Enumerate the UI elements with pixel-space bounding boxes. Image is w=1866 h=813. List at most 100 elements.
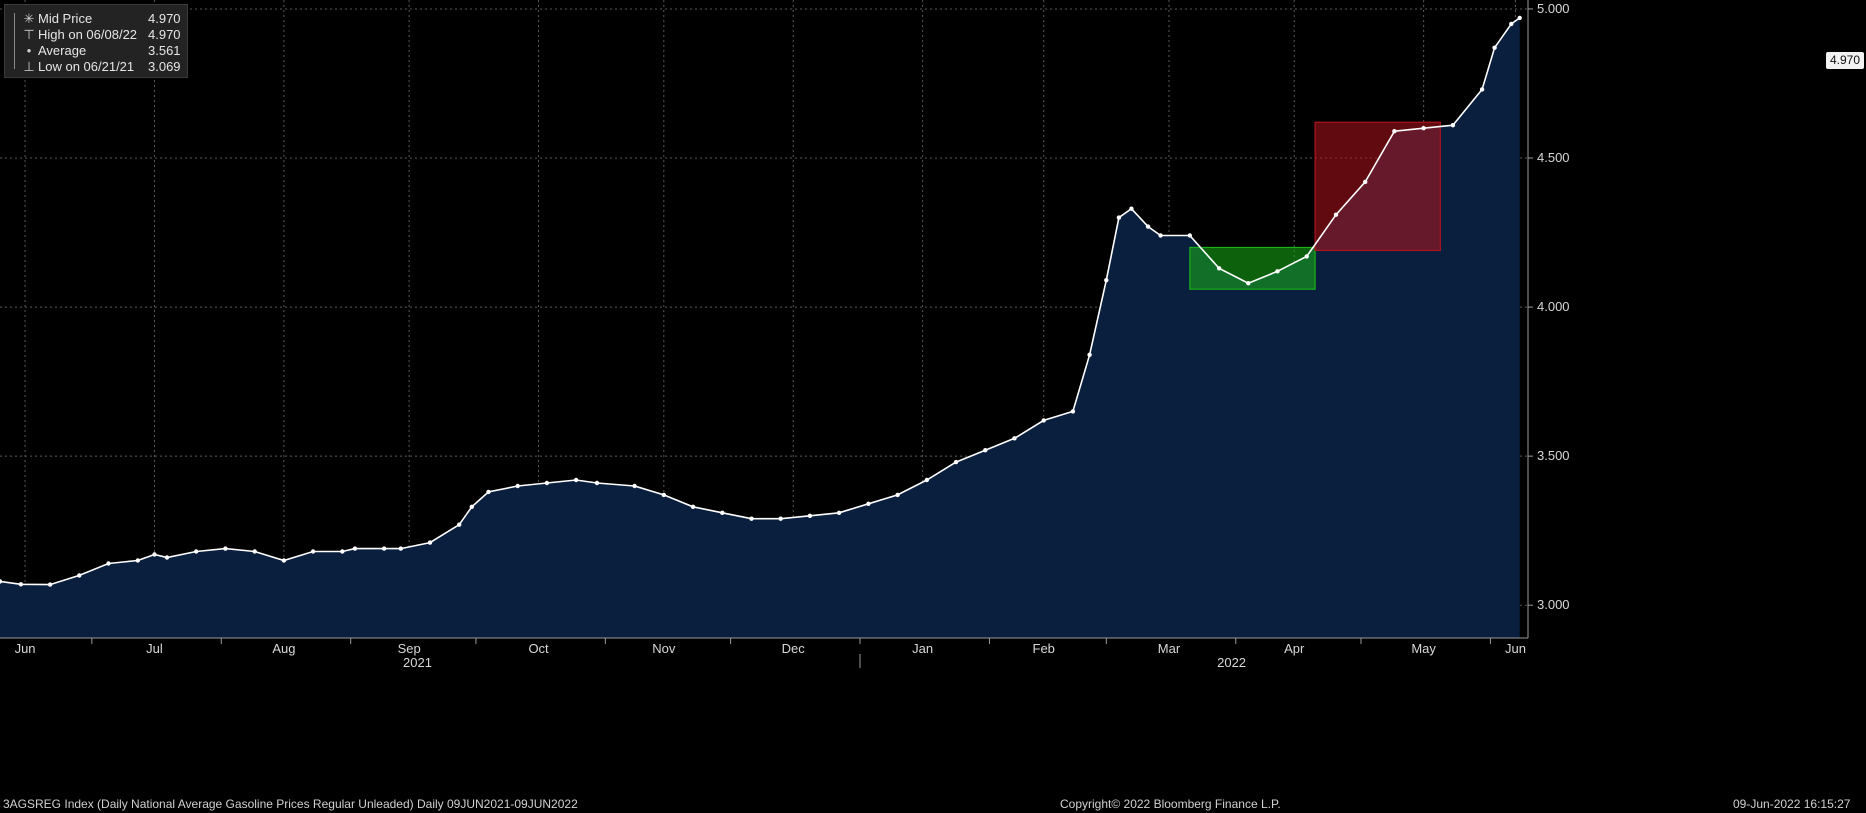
price-data-point: [281, 558, 287, 563]
price-data-point: [0, 579, 3, 584]
x-tick-label: May: [1411, 641, 1436, 656]
legend-value: 3.069: [148, 59, 181, 74]
price-data-point: [1450, 123, 1456, 128]
legend-item-low: ⊥ Low on 06/21/21 3.069: [5, 59, 187, 75]
price-data-point: [632, 483, 637, 489]
x-tick-label: Jun: [15, 641, 36, 656]
price-data-point: [223, 546, 228, 551]
price-data-point: [1479, 87, 1485, 92]
price-data-point: [749, 516, 754, 521]
price-data-point: [1041, 418, 1046, 423]
price-data-point: [1158, 233, 1163, 238]
price-data-point: [252, 549, 257, 554]
x-tick-label: Dec: [782, 641, 806, 656]
price-data-point: [1012, 436, 1017, 441]
price-data-point: [427, 540, 433, 545]
x-tick-label: Apr: [1284, 641, 1305, 656]
y-tick-label: 4.500: [1537, 150, 1570, 165]
highlight-boxes: [1189, 121, 1441, 290]
price-data-point: [515, 483, 520, 489]
price-data-point: [690, 504, 696, 509]
price-data-point: [1392, 129, 1397, 134]
price-data-point: [106, 561, 111, 566]
price-data-point: [398, 546, 403, 551]
price-data-point: [1187, 233, 1193, 238]
x-tick-label: Sep: [398, 641, 421, 656]
price-data-point: [1246, 281, 1251, 286]
price-data-point: [310, 549, 316, 554]
last-price-badge: 4.970: [1826, 52, 1864, 69]
high-marker-icon: ⊤: [23, 27, 35, 42]
legend-panel: ✳ Mid Price 4.970 ⊤ High on 06/08/22 4.9…: [4, 4, 188, 78]
legend-item-average: • Average 3.561: [5, 43, 187, 59]
low-marker-icon: ⊥: [23, 59, 35, 74]
price-data-point: [18, 582, 24, 587]
y-tick-label: 3.000: [1537, 597, 1570, 612]
price-data-point: [1363, 179, 1368, 185]
footer-copyright: Copyright© 2022 Bloomberg Finance L.P.: [1060, 797, 1281, 811]
price-line-layer: [0, 15, 1522, 587]
price-data-point: [1304, 254, 1309, 259]
price-data-point: [457, 522, 462, 527]
price-data-point: [469, 504, 474, 509]
legend-label: Mid Price: [38, 11, 93, 26]
price-data-point: [1087, 352, 1092, 357]
average-marker-icon: •: [26, 43, 32, 58]
x-tick-label: Nov: [652, 641, 676, 656]
price-data-point: [1129, 206, 1134, 211]
price-data-point: [778, 516, 783, 521]
price-data-point: [1517, 15, 1522, 21]
price-data-point: [866, 501, 871, 506]
price-data-point: [953, 459, 959, 465]
price-data-point: [47, 582, 53, 587]
legend-tree-line: [14, 13, 15, 69]
x-axis: Jun Jul Aug Sep Oct Nov Dec Jan Feb Mar Apr May Jun 2…: [0, 637, 1528, 670]
legend-label: Low on 06/21/21: [38, 59, 135, 74]
legend-item-mid-price: ✳ Mid Price 4.970: [5, 11, 187, 27]
price-data-point: [836, 510, 842, 515]
x-tick-label: Feb: [1033, 641, 1055, 656]
x-tick-label: Jan: [912, 641, 933, 656]
footer-timestamp: 09-Jun-2022 16:15:27: [1733, 797, 1851, 811]
y-tick-label: 5.000: [1537, 1, 1570, 16]
y-tick-label: 4.000: [1537, 299, 1570, 314]
price-data-point: [895, 492, 900, 498]
green-highlight-box: [1189, 246, 1316, 290]
year-label: 2022: [1217, 655, 1246, 670]
price-data-point: [152, 552, 157, 557]
price-data-point: [1070, 409, 1076, 414]
price-data-point: [340, 549, 345, 554]
price-data-point: [1216, 266, 1222, 271]
price-data-point: [381, 546, 387, 551]
price-area-fill: [0, 17, 1520, 638]
price-data-point: [1145, 224, 1151, 229]
price-data-point: [135, 558, 140, 563]
price-data-point: [486, 489, 491, 495]
price-data-point: [807, 513, 813, 518]
red-highlight-box: [1314, 121, 1441, 252]
legend-value: 3.561: [148, 43, 181, 58]
legend-item-high: ⊤ High on 06/08/22 4.970: [5, 27, 187, 43]
year-label: 2021: [403, 655, 432, 670]
price-data-point: [983, 448, 988, 453]
x-tick-label: Jun: [1505, 641, 1526, 656]
footer-security-description: 3AGSREG Index (Daily National Average Ga…: [3, 797, 578, 811]
price-data-point: [1492, 45, 1497, 50]
price-data-point: [594, 480, 600, 486]
price-data-point: [924, 477, 929, 483]
mid-price-marker-icon: ✳: [23, 11, 35, 26]
x-tick-label: Jul: [146, 641, 163, 656]
legend-value: 4.970: [148, 11, 181, 26]
price-data-point: [661, 492, 666, 498]
price-data-point: [1509, 21, 1514, 27]
y-tick-label: 3.500: [1537, 448, 1570, 463]
price-data-point: [1333, 212, 1339, 217]
price-data-point: [1421, 126, 1426, 131]
price-data-point: [1116, 215, 1122, 220]
x-tick-label: Mar: [1158, 641, 1181, 656]
price-data-point: [573, 477, 579, 483]
price-data-point: [352, 546, 358, 551]
x-tick-label: Oct: [528, 641, 549, 656]
